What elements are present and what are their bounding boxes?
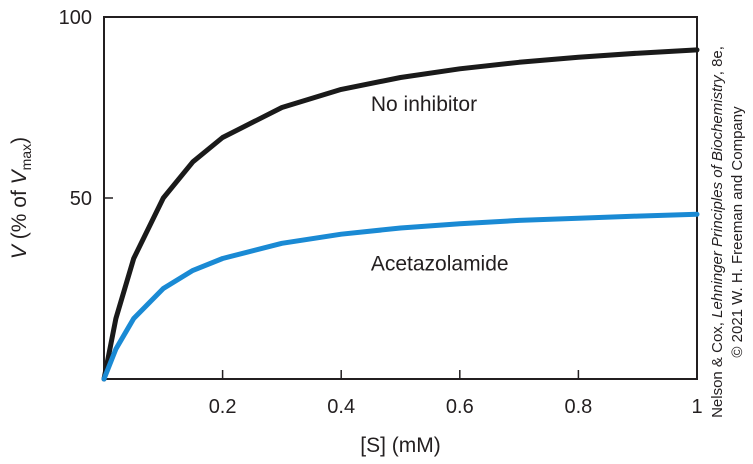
series-layer xyxy=(101,47,700,382)
series-label: Acetazolamide xyxy=(371,252,509,275)
copyright-credit: Nelson & Cox, Lehninger Principles of Bi… xyxy=(709,46,746,418)
plot-frame xyxy=(103,16,698,380)
y-axis-title-suffix: ) xyxy=(8,137,31,144)
credit-authors: Nelson & Cox, xyxy=(709,318,726,418)
credit-book-title: Lehninger Principles of Biochemistry xyxy=(709,74,726,318)
x-tick-label: 0.2 xyxy=(209,396,237,418)
y-axis-title: V (% of Vmax) xyxy=(8,137,34,259)
x-tick-label: 0.8 xyxy=(564,396,592,418)
series-labels: No inhibitor Acetazolamide xyxy=(371,93,509,275)
credit-edition: , 8e, xyxy=(709,46,726,75)
series-line-acetazolamide xyxy=(101,211,700,382)
series-line-no-inhibitor xyxy=(101,47,700,382)
credit-line-1: Nelson & Cox, Lehninger Principles of Bi… xyxy=(709,46,726,418)
x-tick-label: 1 xyxy=(691,396,702,418)
plot-area: 0.2 0.4 0.6 0.8 1 50 100 No inhibitor Acetazola… xyxy=(59,7,703,418)
y-axis-title-middle: (% of xyxy=(8,184,31,245)
y-axis-title-vmax-v: V xyxy=(8,168,31,184)
y-tick-label: 50 xyxy=(70,188,92,210)
series-label: No inhibitor xyxy=(371,93,477,116)
axis-ticks: 0.2 0.4 0.6 0.8 1 50 100 xyxy=(59,7,703,418)
x-tick-label: 0.4 xyxy=(327,396,355,418)
y-axis-title-v: V xyxy=(8,243,31,259)
y-axis-title-subscript: max xyxy=(18,144,34,170)
y-tick-label: 100 xyxy=(59,7,92,29)
x-tick-label: 0.6 xyxy=(446,396,474,418)
x-axis-title: [S] (mM) xyxy=(360,434,440,457)
credit-line-2: © 2021 W. H. Freeman and Company xyxy=(729,106,746,358)
